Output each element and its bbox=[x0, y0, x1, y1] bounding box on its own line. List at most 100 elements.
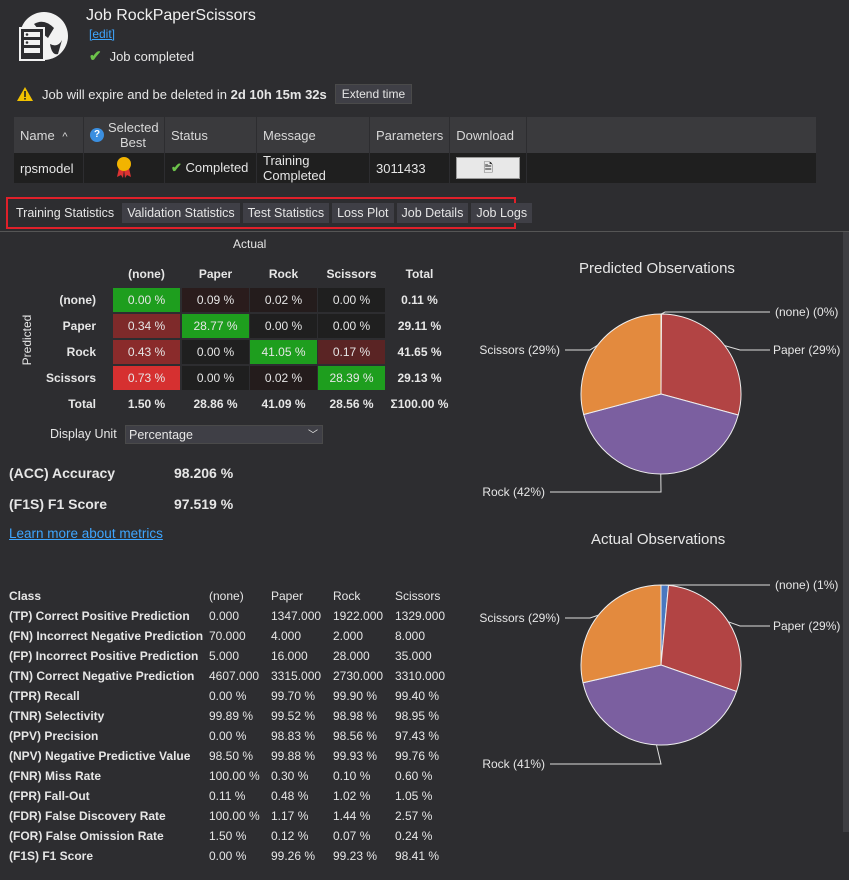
matrix-cell: 28.77 % bbox=[182, 314, 249, 338]
stat-value: 97.43 % bbox=[395, 729, 440, 743]
pie-slice-scissors[interactable] bbox=[580, 584, 662, 684]
matrix-row-label: Scissors bbox=[45, 371, 96, 385]
stats-header-row: Class (none) Paper Rock Scissors bbox=[9, 586, 450, 606]
matrix-col-header: Total bbox=[405, 267, 434, 281]
help-icon[interactable]: ? bbox=[90, 128, 104, 142]
extend-time-button[interactable]: Extend time bbox=[334, 84, 413, 104]
pie-slice-rock[interactable] bbox=[582, 664, 738, 746]
display-unit-value: Percentage bbox=[129, 428, 193, 442]
pie-slice-paper[interactable] bbox=[660, 584, 742, 693]
stat-value: 98.83 % bbox=[271, 729, 316, 743]
vertical-scrollbar[interactable] bbox=[843, 232, 849, 832]
divider bbox=[0, 231, 849, 232]
row-status: ✔ Completed bbox=[164, 153, 257, 183]
pie-title-actual: Actual Observations bbox=[591, 531, 726, 548]
warning-icon bbox=[17, 87, 33, 101]
job-status: ✔ Job completed bbox=[89, 47, 194, 65]
stat-value: 98.95 % bbox=[395, 709, 440, 723]
display-unit-select[interactable]: Percentage ﹀ bbox=[125, 425, 323, 444]
matrix-col-total: 28.56 % bbox=[329, 397, 374, 411]
stat-label: (FP) Incorrect Positive Prediction bbox=[9, 649, 199, 663]
matrix-cell: 0.43 % bbox=[113, 340, 180, 364]
download-button[interactable]: 🗎 bbox=[456, 157, 521, 179]
stat-value: Paper bbox=[271, 589, 304, 603]
stat-value: 70.000 bbox=[209, 629, 246, 643]
stat-value: 98.98 % bbox=[333, 709, 378, 723]
matrix-col-total: 41.09 % bbox=[261, 397, 306, 411]
col-message: Message bbox=[256, 117, 370, 153]
pie-slice-scissors[interactable] bbox=[580, 313, 662, 416]
predicted-axis-label: Predicted bbox=[20, 314, 34, 366]
stat-value: 1329.000 bbox=[395, 609, 446, 623]
matrix-col-total: 1.50 % bbox=[127, 397, 166, 411]
tab-job-details[interactable]: Job Details bbox=[396, 203, 469, 223]
matrix-row-label: Rock bbox=[66, 345, 96, 359]
pie-leader-line bbox=[550, 473, 662, 493]
pie-label: Scissors (29%) bbox=[479, 611, 560, 625]
job-table: Name ^ ? Selected Best Status Message Par… bbox=[14, 117, 816, 183]
chevron-down-icon: ﹀ bbox=[308, 430, 318, 441]
pie-leader-line bbox=[565, 344, 598, 351]
stat-label: (NPV) Negative Predictive Value bbox=[9, 749, 191, 763]
stat-value: 1922.000 bbox=[333, 609, 384, 623]
stat-label: (FPR) Fall-Out bbox=[9, 789, 90, 803]
check-icon: ✔ bbox=[171, 160, 182, 175]
pie-label: Rock (42%) bbox=[482, 485, 545, 499]
matrix-cell: 0.00 % bbox=[113, 288, 180, 312]
tab-job-logs[interactable]: Job Logs bbox=[471, 203, 533, 223]
stat-value: 1.17 % bbox=[271, 809, 309, 823]
matrix-cell: 0.00 % bbox=[182, 366, 249, 390]
expire-text: Job will expire and be deleted in 2d 10h… bbox=[42, 87, 327, 102]
stat-value: 2730.000 bbox=[333, 669, 384, 683]
stat-value: 5.000 bbox=[209, 649, 240, 663]
pie-label: Paper (29%) bbox=[773, 343, 840, 357]
stat-value: 99.26 % bbox=[271, 849, 316, 863]
col-status: Status bbox=[164, 117, 257, 153]
table-row[interactable]: rpsmodel ✔ Completed Training Completed … bbox=[14, 153, 816, 183]
matrix-col-header: Paper bbox=[198, 267, 233, 281]
tab-loss-plot[interactable]: Loss Plot bbox=[332, 203, 394, 223]
matrix-col-header: Scissors bbox=[326, 267, 377, 281]
tab-test-statistics[interactable]: Test Statistics bbox=[242, 203, 330, 223]
pie-label: Scissors (29%) bbox=[479, 343, 560, 357]
pie-slice-rock[interactable] bbox=[583, 393, 739, 475]
stat-value: 2.57 % bbox=[395, 809, 433, 823]
stat-value: 0.24 % bbox=[395, 829, 433, 843]
col-spacer bbox=[526, 117, 816, 153]
stat-value: 1.02 % bbox=[333, 789, 371, 803]
pie-leader-line bbox=[565, 614, 599, 619]
tab-validation-statistics[interactable]: Validation Statistics bbox=[122, 203, 240, 223]
table-row: (FDR) False Discovery Rate 100.00 % 1.17 %… bbox=[9, 806, 450, 826]
matrix-cell: 0.17 % bbox=[318, 340, 385, 364]
learn-more-link[interactable]: Learn more about metrics bbox=[9, 526, 163, 541]
stat-value: 100.00 % bbox=[209, 809, 260, 823]
pie-label: Rock (41%) bbox=[482, 757, 545, 771]
job-status-text: Job completed bbox=[109, 48, 195, 64]
f1-score-label: (F1S) F1 Score bbox=[9, 496, 108, 512]
row-message: Training Completed bbox=[256, 153, 370, 183]
actual-pie-chart: (none) (1%) Paper (29%) Rock (41%) Scissors… bbox=[479, 578, 840, 771]
pie-title-predicted: Predicted Observations bbox=[579, 260, 735, 277]
row-spacer bbox=[526, 153, 816, 183]
matrix-cell: 41.05 % bbox=[250, 340, 317, 364]
table-row: (TNR) Selectivity 99.89 % 99.52 % 98.98 % 98… bbox=[9, 706, 450, 726]
table-row: (FOR) False Omission Rate 1.50 % 0.12 % 0.0… bbox=[9, 826, 450, 846]
stat-label: (FN) Incorrect Negative Prediction bbox=[9, 629, 204, 643]
stat-value: 99.23 % bbox=[333, 849, 378, 863]
col-name[interactable]: Name ^ bbox=[14, 117, 84, 153]
stat-value: 99.90 % bbox=[333, 689, 378, 703]
table-row: (F1S) F1 Score 0.00 % 99.26 % 99.23 % 98.41 … bbox=[9, 846, 450, 866]
edit-link[interactable]: [edit] bbox=[89, 27, 116, 41]
pie-slice-paper[interactable] bbox=[660, 313, 742, 416]
table-row: (TN) Correct Negative Prediction 4607.000… bbox=[9, 666, 450, 686]
stat-value: 0.60 % bbox=[395, 769, 433, 783]
pie-leader-line bbox=[724, 345, 770, 351]
selected-best-cell bbox=[83, 153, 165, 183]
accuracy-label: (ACC) Accuracy bbox=[9, 465, 116, 481]
stat-label: (FOR) False Omission Rate bbox=[9, 829, 164, 843]
pie-label: Paper (29%) bbox=[773, 619, 840, 633]
tab-training-statistics[interactable]: Training Statistics bbox=[11, 203, 120, 223]
table-row: (TP) Correct Positive Prediction 0.000 134… bbox=[9, 606, 450, 626]
stat-value: 99.40 % bbox=[395, 689, 440, 703]
file-icon: 🗎 bbox=[483, 161, 494, 175]
